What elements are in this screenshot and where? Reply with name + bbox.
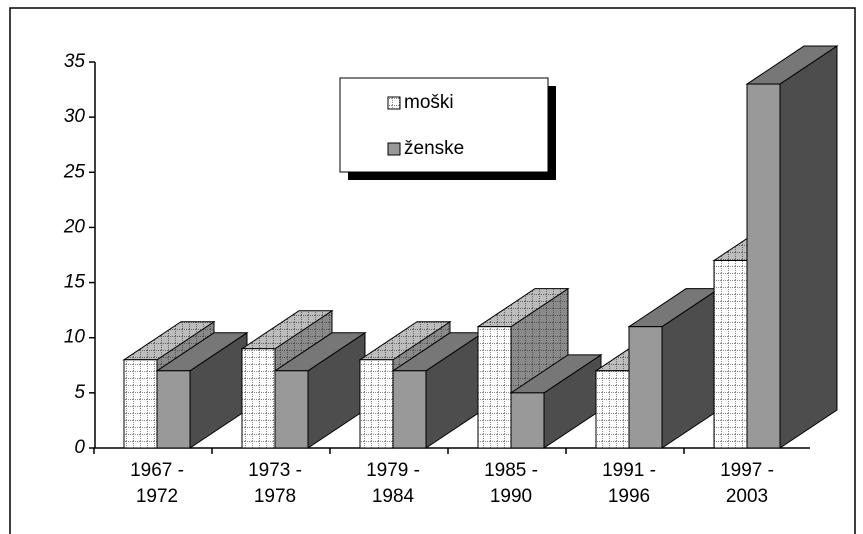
bar xyxy=(392,370,427,449)
bar xyxy=(746,83,781,449)
legend-label: moški xyxy=(404,92,454,113)
x-tick-label: 1991 - 1996 xyxy=(602,460,656,507)
legend xyxy=(339,77,549,173)
bar xyxy=(274,370,309,449)
x-tick-label: 1973 - 1978 xyxy=(248,460,302,507)
bar xyxy=(156,370,191,449)
y-tick-label: 0 xyxy=(74,437,85,458)
bar xyxy=(359,359,394,449)
bar xyxy=(123,359,158,449)
bar xyxy=(628,326,663,449)
legend-swatch xyxy=(387,142,401,156)
bar xyxy=(241,348,276,449)
legend-swatch xyxy=(387,96,401,110)
bar xyxy=(510,392,545,449)
bar-side xyxy=(779,45,838,449)
bar xyxy=(595,370,630,449)
y-tick-label: 30 xyxy=(64,106,86,127)
y-tick-label: 35 xyxy=(64,51,86,72)
bar xyxy=(713,260,748,449)
x-tick-label: 1985 - 1990 xyxy=(484,460,538,507)
y-tick-label: 20 xyxy=(63,216,86,237)
y-tick-label: 10 xyxy=(64,327,86,348)
bar xyxy=(477,326,512,449)
legend-label: ženske xyxy=(404,138,464,159)
x-tick-label: 1967 - 1972 xyxy=(130,460,184,507)
x-tick-label: 1997 - 2003 xyxy=(720,460,774,507)
frame xyxy=(9,7,856,534)
bars xyxy=(122,45,839,449)
y-tick-label: 25 xyxy=(63,161,86,182)
x-tick-label: 1979 - 1984 xyxy=(366,460,420,507)
y-tick-label: 5 xyxy=(74,382,85,403)
y-tick-label: 15 xyxy=(64,272,86,293)
